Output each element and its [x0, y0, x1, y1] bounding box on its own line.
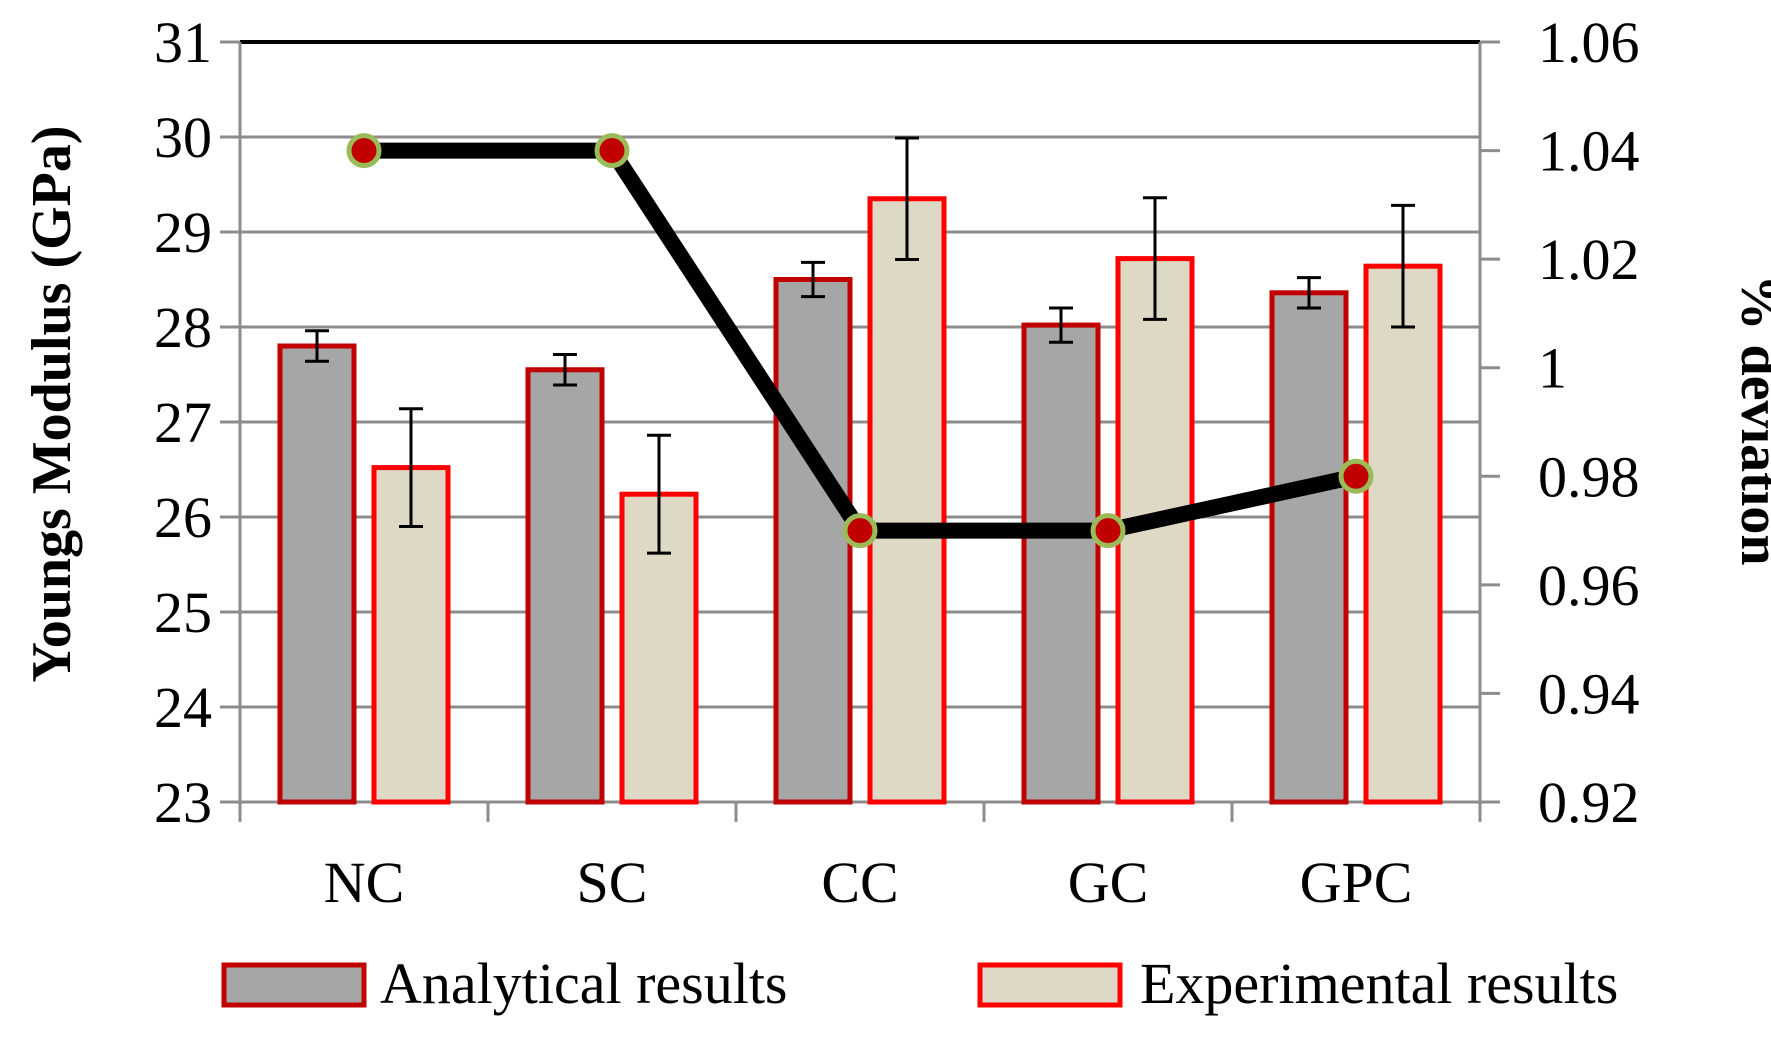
left-tick-label: 27 [154, 390, 212, 455]
right-tick-label: 0.94 [1538, 661, 1640, 726]
right-tick-label: 1.04 [1538, 119, 1640, 184]
right-tick-label: 1 [1538, 336, 1567, 401]
right-axis-title: % deviation [1729, 275, 1771, 566]
right-tick-label: 0.98 [1538, 444, 1640, 509]
right-tick-label: 1.06 [1538, 10, 1640, 75]
left-tick-label: 30 [154, 105, 212, 170]
axes [220, 40, 1500, 822]
bar-experimental [1363, 263, 1443, 805]
x-category-label: GC [1068, 850, 1149, 915]
legend-label-experimental: Experimental results [1140, 951, 1618, 1016]
x-category-label: SC [577, 850, 648, 915]
left-tick-label: 31 [154, 10, 212, 75]
legend-label-analytical: Analytical results [380, 951, 788, 1016]
x-category-label: CC [821, 850, 898, 915]
left-tick-label: 25 [154, 580, 212, 645]
deviation-line-series [346, 133, 1374, 549]
left-axis-title: Youngs Modulus (GPa) [21, 125, 83, 682]
legend-swatch-experimental [977, 962, 1123, 1008]
left-axis-ticks: 23 24 25 26 27 28 29 30 31 [154, 10, 212, 835]
deviation-line [364, 142, 1358, 539]
right-tick-label: 0.96 [1538, 553, 1640, 618]
bar-analytical [1269, 290, 1349, 805]
bar-analytical [277, 343, 357, 805]
deviation-marker [842, 513, 878, 549]
bar-experimental [371, 465, 451, 805]
left-tick-label: 28 [154, 295, 212, 360]
right-axis-ticks: 0.92 0.94 0.96 0.98 1 1.02 1.04 1.06 [1538, 10, 1640, 835]
right-tick-label: 0.92 [1538, 770, 1640, 835]
left-tick-label: 29 [154, 200, 212, 265]
legend: Analytical results Experimental results [221, 951, 1618, 1016]
bars [277, 196, 1443, 805]
deviation-marker [594, 133, 630, 169]
x-category-label: GPC [1300, 850, 1413, 915]
legend-swatch-analytical [221, 962, 367, 1008]
left-tick-label: 24 [154, 675, 212, 740]
bar-analytical [773, 277, 853, 805]
x-axis-categories: NC SC CC GC GPC [324, 850, 1413, 915]
bar-analytical [525, 367, 605, 805]
deviation-marker [1090, 513, 1126, 549]
left-tick-label: 23 [154, 770, 212, 835]
left-tick-label: 26 [154, 485, 212, 550]
deviation-marker [1338, 458, 1374, 494]
deviation-marker [346, 133, 382, 169]
bar-analytical [1021, 322, 1101, 805]
error-bars [305, 136, 1415, 555]
x-category-label: NC [324, 850, 405, 915]
bar-experimental [867, 196, 947, 805]
right-tick-label: 1.02 [1538, 227, 1640, 292]
